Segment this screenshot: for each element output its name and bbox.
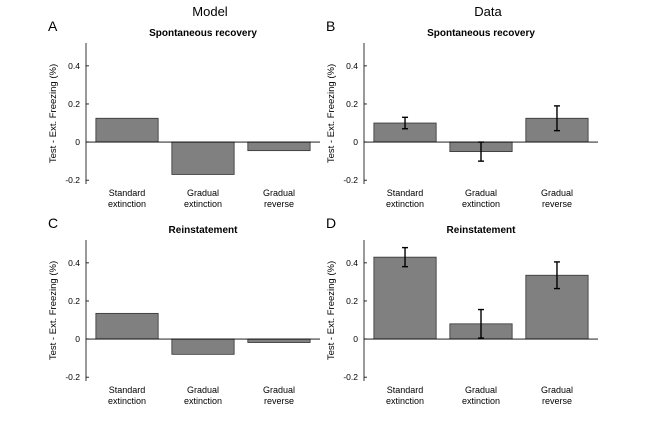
panel-b-x-label-1-line1: Standard — [387, 188, 424, 198]
panel-c-y-tick-label: 0.4 — [68, 258, 80, 268]
panel-b-x-label-2-line1: Gradual — [465, 188, 497, 198]
panel-c-x-label-2-line1: Gradual — [187, 385, 219, 395]
panel-d-title: Reinstatement — [447, 225, 517, 236]
panel-c-bar-1 — [95, 312, 159, 340]
panel-b: B Spontaneous recovery -0.2 0 0.2 0.4 Test - E… — [326, 18, 598, 209]
panel-a-x-label-1-line2: extinction — [108, 199, 146, 209]
column-header-model: Model — [192, 4, 228, 19]
panels: A Spontaneous recovery -0.2 0 0.2 0.4 Test - E… — [48, 18, 598, 406]
panel-b-y-tick-label: 0.2 — [346, 99, 358, 109]
panel-d-x-label-1-line1: Standard — [387, 385, 424, 395]
panel-a-bar-1 — [95, 117, 159, 143]
panel-d-x-label-2-line2: extinction — [462, 396, 500, 406]
panel-b-x-label-2-line2: extinction — [462, 199, 500, 209]
panel-c: C Reinstatement -0.2 0 0.2 0.4 Test - Ext. Fre… — [48, 215, 320, 406]
panel-b-x-label-3-line2: reverse — [542, 199, 572, 209]
panel-c-y-tick-label: 0 — [75, 334, 80, 344]
panel-a-letter: A — [48, 18, 58, 34]
panel-c-title: Reinstatement — [169, 225, 239, 236]
panel-c-x-label-3-line2: reverse — [264, 396, 294, 406]
panel-d-x-label-3-line2: reverse — [542, 396, 572, 406]
panel-a-y-tick-label: 0.4 — [68, 61, 80, 71]
panel-d-letter: D — [326, 215, 336, 231]
panel-a-title: Spontaneous recovery — [149, 28, 257, 39]
column-header-data: Data — [474, 4, 502, 19]
panel-c-y-tick-label: 0.2 — [68, 296, 80, 306]
panel-b-title: Spontaneous recovery — [427, 28, 535, 39]
panel-a-y-axis-label: Test - Ext. Freezing (%) — [48, 64, 59, 163]
panel-c-letter: C — [48, 215, 58, 231]
panel-d-y-tick-label: 0.4 — [346, 258, 358, 268]
panel-d-y-tick-label: 0.2 — [346, 296, 358, 306]
panel-d-bar-1 — [373, 256, 437, 340]
panel-c-y-axis-label: Test - Ext. Freezing (%) — [48, 261, 59, 360]
panel-d-y-axis-label: Test - Ext. Freezing (%) — [326, 261, 337, 360]
panel-d-x-label-1-line2: extinction — [386, 396, 424, 406]
panel-a-x-label-2-line1: Gradual — [187, 188, 219, 198]
panel-c-x-label-3-line1: Gradual — [263, 385, 295, 395]
panel-c-x-label-1-line2: extinction — [108, 396, 146, 406]
panel-a-bar-3 — [247, 141, 311, 152]
panel-b-x-label-3-line1: Gradual — [541, 188, 573, 198]
panel-a-x-label-1-line1: Standard — [109, 188, 146, 198]
panel-d-x-label-2-line1: Gradual — [465, 385, 497, 395]
panel-b-letter: B — [326, 18, 335, 34]
panel-c-x-label-1-line1: Standard — [109, 385, 146, 395]
panel-d-y-tick-label: -0.2 — [343, 372, 358, 382]
panel-a-x-label-2-line2: extinction — [184, 199, 222, 209]
panel-c-bar-3 — [247, 338, 311, 343]
panel-a-bar-2 — [171, 141, 235, 175]
panel-b-x-label-1-line2: extinction — [386, 199, 424, 209]
panel-b-y-tick-label: 0.4 — [346, 61, 358, 71]
panel-b-y-tick-label: 0 — [353, 137, 358, 147]
panel-a: A Spontaneous recovery -0.2 0 0.2 0.4 Test - E… — [48, 18, 320, 209]
panel-a-x-label-3-line1: Gradual — [263, 188, 295, 198]
panel-b-y-axis-label: Test - Ext. Freezing (%) — [326, 64, 337, 163]
panel-d-x-label-3-line1: Gradual — [541, 385, 573, 395]
panel-c-x-label-2-line2: extinction — [184, 396, 222, 406]
panel-c-bar-2 — [171, 338, 235, 355]
panel-d-y-tick-label: 0 — [353, 334, 358, 344]
panel-d: D Reinstatement -0.2 0 0.2 0.4 Test - Ext. Fre… — [326, 215, 598, 406]
panel-a-y-tick-label: 0.2 — [68, 99, 80, 109]
panel-a-x-label-3-line2: reverse — [264, 199, 294, 209]
panel-a-y-tick-label: 0 — [75, 137, 80, 147]
panel-c-y-tick-label: -0.2 — [65, 372, 80, 382]
panel-a-y-tick-label: -0.2 — [65, 175, 80, 185]
panel-b-y-tick-label: -0.2 — [343, 175, 358, 185]
